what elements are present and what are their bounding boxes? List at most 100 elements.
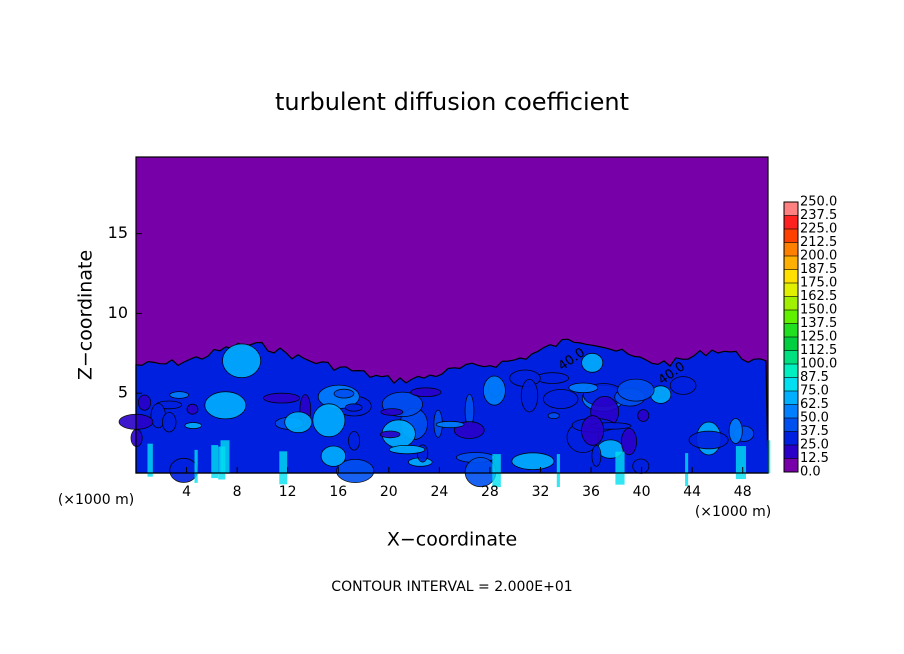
colorbar-label: 200.0 bbox=[800, 249, 837, 264]
streak bbox=[685, 453, 689, 487]
eddy bbox=[184, 422, 202, 430]
colorbar-label: 187.5 bbox=[800, 262, 837, 277]
eddy bbox=[669, 376, 697, 395]
colorbar-swatch bbox=[784, 391, 798, 405]
eddy bbox=[520, 379, 539, 413]
streak bbox=[147, 443, 153, 477]
x-tick-label: 12 bbox=[279, 484, 297, 500]
colorbar-label: 50.0 bbox=[800, 411, 829, 426]
eddy bbox=[435, 420, 465, 429]
eddy bbox=[581, 352, 604, 373]
eddy bbox=[204, 391, 247, 420]
eddy bbox=[632, 458, 650, 474]
x-tick-label: 8 bbox=[233, 484, 242, 500]
colorbar-label: 12.5 bbox=[800, 451, 829, 466]
colorbar-swatch bbox=[784, 283, 798, 297]
colorbar-label: 175.0 bbox=[800, 276, 837, 291]
eddy bbox=[464, 457, 497, 488]
contour-field: 40.040.0 bbox=[118, 157, 771, 488]
colorbar-swatch bbox=[784, 229, 798, 243]
colorbar-swatch bbox=[784, 337, 798, 351]
eddy bbox=[482, 375, 506, 406]
eddy bbox=[637, 409, 650, 422]
colorbar-label: 250.0 bbox=[800, 195, 837, 210]
streak bbox=[767, 440, 771, 474]
x-tick-label: 4 bbox=[182, 484, 191, 500]
eddy bbox=[137, 394, 152, 411]
eddy bbox=[312, 403, 346, 438]
streak bbox=[211, 445, 219, 479]
eddy bbox=[511, 452, 555, 471]
y-tick-label: 5 bbox=[118, 383, 128, 402]
x-tick-label: 44 bbox=[683, 484, 701, 500]
eddy bbox=[186, 403, 199, 415]
streak bbox=[218, 446, 226, 480]
colorbar-label: 212.5 bbox=[800, 235, 837, 250]
colorbar-label: 87.5 bbox=[800, 370, 829, 385]
eddy bbox=[547, 412, 560, 420]
x-tick-label: 32 bbox=[532, 484, 550, 500]
colorbar-swatch bbox=[784, 323, 798, 337]
eddy bbox=[380, 408, 404, 416]
x-tick-label: 48 bbox=[734, 484, 752, 500]
y-tick-label: 10 bbox=[108, 303, 128, 322]
eddy bbox=[379, 430, 401, 439]
chart-title: turbulent diffusion coefficient bbox=[275, 88, 629, 116]
eddy bbox=[161, 412, 177, 433]
streak bbox=[556, 454, 560, 488]
colorbar-label: 25.0 bbox=[800, 438, 829, 453]
colorbar-label: 237.5 bbox=[800, 208, 837, 223]
eddy bbox=[262, 392, 301, 404]
colorbar-label: 112.5 bbox=[800, 343, 837, 358]
colorbar-label: 162.5 bbox=[800, 289, 837, 304]
streak bbox=[615, 451, 625, 485]
x-tick-label: 16 bbox=[329, 484, 347, 500]
eddy bbox=[581, 415, 605, 446]
colorbar-swatch bbox=[784, 242, 798, 256]
colorbar-label: 62.5 bbox=[800, 397, 829, 412]
eddy bbox=[617, 378, 655, 402]
eddy bbox=[169, 457, 199, 483]
colorbar-swatch bbox=[784, 458, 798, 472]
x-axis-label: X−coordinate bbox=[387, 529, 517, 551]
streak bbox=[194, 449, 198, 483]
annotation: CONTOUR INTERVAL = 2.000E+01 bbox=[331, 579, 572, 595]
colorbar-swatch bbox=[784, 364, 798, 378]
x-tick-label: 28 bbox=[481, 484, 499, 500]
colorbar-swatch bbox=[784, 418, 798, 432]
eddy bbox=[388, 444, 426, 455]
eddy bbox=[688, 430, 729, 450]
colorbar-label: 37.5 bbox=[800, 424, 829, 439]
colorbar-label: 150.0 bbox=[800, 303, 837, 318]
x-unit-right: (×1000 m) bbox=[695, 504, 771, 520]
x-unit-left: (×1000 m) bbox=[58, 492, 134, 508]
colorbar-swatch bbox=[784, 310, 798, 324]
x-tick-label: 36 bbox=[582, 484, 600, 500]
eddy bbox=[728, 418, 743, 444]
colorbar-swatch bbox=[784, 269, 798, 283]
eddy bbox=[169, 391, 190, 399]
eddy bbox=[333, 388, 355, 399]
colorbar-label: 75.0 bbox=[800, 384, 829, 399]
eddy bbox=[621, 427, 638, 456]
colorbar-swatch bbox=[784, 404, 798, 418]
colorbar-label: 100.0 bbox=[800, 357, 837, 372]
colorbar-label: 137.5 bbox=[800, 316, 837, 331]
colorbar-swatch bbox=[784, 296, 798, 310]
eddy bbox=[543, 389, 579, 409]
streak bbox=[279, 451, 288, 485]
colorbar-swatch bbox=[784, 350, 798, 364]
eddy bbox=[591, 444, 602, 467]
y-tick-label: 15 bbox=[108, 223, 128, 242]
colorbar-swatch bbox=[784, 256, 798, 270]
eddy bbox=[284, 411, 313, 434]
y-axis-label: Z−coordinate bbox=[75, 250, 97, 380]
x-tick-label: 40 bbox=[633, 484, 651, 500]
colorbar-swatch bbox=[784, 445, 798, 459]
colorbar-swatch bbox=[784, 215, 798, 229]
eddy bbox=[410, 387, 442, 398]
colorbar-label: 225.0 bbox=[800, 222, 837, 237]
x-tick-label: 24 bbox=[430, 484, 448, 500]
x-tick-label: 20 bbox=[380, 484, 398, 500]
eddy bbox=[348, 431, 361, 451]
